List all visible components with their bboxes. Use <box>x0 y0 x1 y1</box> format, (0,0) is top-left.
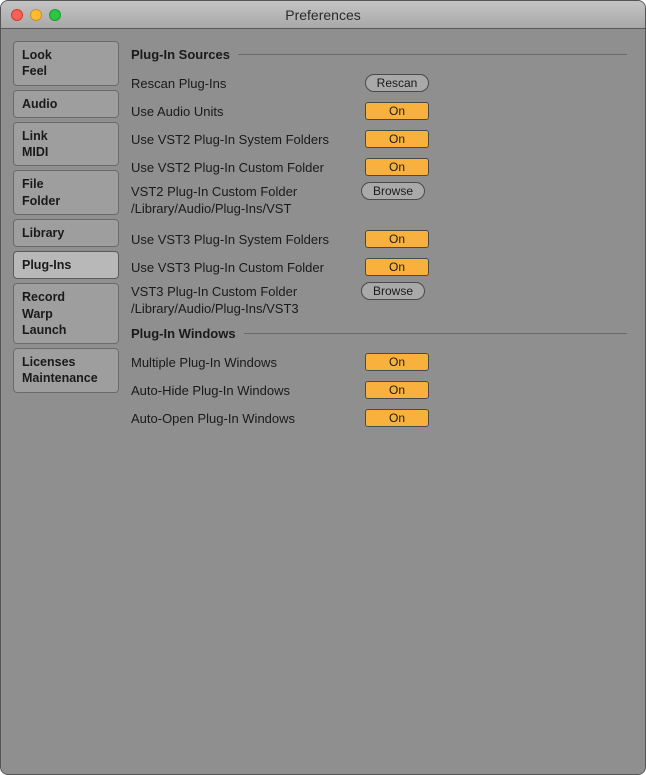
vst3-path-text: /Library/Audio/Plug-Ins/VST3 <box>131 301 627 316</box>
section-windows-title: Plug-In Windows <box>131 326 236 341</box>
tab-plug-ins[interactable]: Plug-Ins <box>13 251 119 279</box>
autohide-toggle[interactable]: On <box>365 381 429 399</box>
vst2custom-toggle[interactable]: On <box>365 158 429 176</box>
window-title: Preferences <box>11 7 635 23</box>
au-label: Use Audio Units <box>131 104 361 119</box>
vst2-browse-button[interactable]: Browse <box>361 182 425 200</box>
vst2custom-label: Use VST2 Plug-In Custom Folder <box>131 160 361 175</box>
vst3custom-toggle[interactable]: On <box>365 258 429 276</box>
maximize-icon[interactable] <box>49 9 61 21</box>
section-sources-header: Plug-In Sources <box>131 47 627 62</box>
close-icon[interactable] <box>11 9 23 21</box>
vst2sys-toggle[interactable]: On <box>365 130 429 148</box>
section-sources-title: Plug-In Sources <box>131 47 230 62</box>
sidebar: LookFeel Audio LinkMIDI FileFolder Libra… <box>13 41 119 762</box>
row-autohide: Auto-Hide Plug-In Windows On <box>131 377 627 403</box>
row-vst3-path: VST3 Plug-In Custom Folder Browse /Libra… <box>131 282 627 316</box>
row-vst3-system: Use VST3 Plug-In System Folders On <box>131 226 627 252</box>
section-windows-header: Plug-In Windows <box>131 326 627 341</box>
autoopen-toggle[interactable]: On <box>365 409 429 427</box>
vst2-path-text: /Library/Audio/Plug-Ins/VST <box>131 201 627 216</box>
divider <box>244 333 627 334</box>
row-multiple-windows: Multiple Plug-In Windows On <box>131 349 627 375</box>
tab-licenses-maintenance[interactable]: LicensesMaintenance <box>13 348 119 393</box>
vst2sys-label: Use VST2 Plug-In System Folders <box>131 132 361 147</box>
minimize-icon[interactable] <box>30 9 42 21</box>
row-vst2-system: Use VST2 Plug-In System Folders On <box>131 126 627 152</box>
tab-audio[interactable]: Audio <box>13 90 119 118</box>
vst3path-label: VST3 Plug-In Custom Folder <box>131 284 361 299</box>
vst3-browse-button[interactable]: Browse <box>361 282 425 300</box>
multiple-toggle[interactable]: On <box>365 353 429 371</box>
vst2path-label: VST2 Plug-In Custom Folder <box>131 184 361 199</box>
row-rescan: Rescan Plug-Ins Rescan <box>131 70 627 96</box>
vst3custom-label: Use VST3 Plug-In Custom Folder <box>131 260 361 275</box>
rescan-label: Rescan Plug-Ins <box>131 76 361 91</box>
autoopen-label: Auto-Open Plug-In Windows <box>131 411 361 426</box>
rescan-button[interactable]: Rescan <box>365 74 429 92</box>
row-vst2-path: VST2 Plug-In Custom Folder Browse /Libra… <box>131 182 627 216</box>
row-vst2-custom: Use VST2 Plug-In Custom Folder On <box>131 154 627 180</box>
row-vst3-custom: Use VST3 Plug-In Custom Folder On <box>131 254 627 280</box>
tab-library[interactable]: Library <box>13 219 119 247</box>
row-autoopen: Auto-Open Plug-In Windows On <box>131 405 627 431</box>
vst3sys-toggle[interactable]: On <box>365 230 429 248</box>
window-body: LookFeel Audio LinkMIDI FileFolder Libra… <box>1 29 645 774</box>
tab-look-feel[interactable]: LookFeel <box>13 41 119 86</box>
traffic-lights <box>11 9 61 21</box>
tab-link-midi[interactable]: LinkMIDI <box>13 122 119 167</box>
tab-file-folder[interactable]: FileFolder <box>13 170 119 215</box>
autohide-label: Auto-Hide Plug-In Windows <box>131 383 361 398</box>
content-panel: Plug-In Sources Rescan Plug-Ins Rescan U… <box>129 41 633 762</box>
titlebar: Preferences <box>1 1 645 29</box>
preferences-window: Preferences LookFeel Audio LinkMIDI File… <box>0 0 646 775</box>
au-toggle[interactable]: On <box>365 102 429 120</box>
multiple-label: Multiple Plug-In Windows <box>131 355 361 370</box>
tab-record-warp-launch[interactable]: RecordWarpLaunch <box>13 283 119 344</box>
vst3sys-label: Use VST3 Plug-In System Folders <box>131 232 361 247</box>
row-audio-units: Use Audio Units On <box>131 98 627 124</box>
divider <box>238 54 627 55</box>
